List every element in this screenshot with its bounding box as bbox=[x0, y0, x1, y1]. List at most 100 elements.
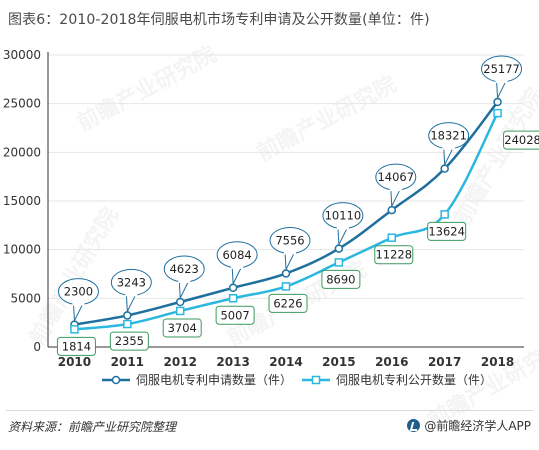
data-point-application bbox=[440, 164, 449, 173]
data-label-text: 18321 bbox=[430, 129, 467, 143]
callout-mask bbox=[495, 78, 508, 83]
data-label-application: 2300 bbox=[57, 278, 99, 323]
callout-tail bbox=[125, 293, 137, 314]
x-tick-label: 2014 bbox=[269, 355, 302, 369]
data-point-application bbox=[175, 297, 185, 307]
brand-mark: @前瞻经济学人APP bbox=[407, 417, 531, 434]
x-tick-label: 2013 bbox=[216, 355, 249, 369]
data-label-text: 24028 bbox=[504, 133, 539, 147]
data-labels: 2300 3243 4623 6084 7556 10110 14067 18321 25177… bbox=[56, 55, 539, 356]
data-label-application: 3243 bbox=[110, 268, 152, 314]
data-label-publication: 5007 bbox=[215, 305, 255, 325]
data-label-application: 7556 bbox=[269, 226, 311, 272]
label-box bbox=[321, 269, 361, 289]
series-line-application bbox=[74, 101, 499, 326]
callout-mask bbox=[389, 187, 402, 192]
callout-tail bbox=[231, 265, 243, 286]
data-label-publication: 3704 bbox=[162, 318, 202, 338]
data-label-application: 10110 bbox=[322, 202, 364, 247]
data-point-application bbox=[281, 269, 291, 278]
data-label-application: 14067 bbox=[375, 163, 417, 208]
x-axis-ticks: 2010 2011 2012 2013 2014 2015 2016 2017 2018 bbox=[58, 355, 515, 369]
data-label-publication: 6226 bbox=[268, 293, 308, 313]
data-point-publication bbox=[281, 282, 291, 291]
legend-label: 伺服电机专利申请数量（件） bbox=[136, 372, 292, 387]
source-note: 资料来源：前瞻产业研究院整理 bbox=[8, 420, 177, 434]
data-point-publication bbox=[334, 258, 344, 267]
data-label-text: 7556 bbox=[275, 233, 304, 247]
data-label-text: 10110 bbox=[325, 209, 362, 223]
data-label-text: 2300 bbox=[64, 285, 93, 299]
data-label-text: 13624 bbox=[428, 224, 465, 238]
data-label-application: 6084 bbox=[216, 241, 258, 286]
chart-title: 图表6：2010-2018年伺服电机市场专利申请及公开数量(单位：件) bbox=[8, 12, 430, 28]
x-tick-label: 2017 bbox=[428, 355, 461, 369]
y-tick-label: 30000 bbox=[3, 48, 41, 62]
callout-mask bbox=[336, 225, 349, 230]
y-tick-label: 25000 bbox=[3, 97, 41, 111]
label-box bbox=[503, 130, 539, 150]
callout-mask bbox=[178, 279, 191, 284]
data-label-publication: 13624 bbox=[427, 221, 467, 241]
y-tick-label: 0 bbox=[33, 340, 41, 354]
data-label-text: 11228 bbox=[375, 248, 412, 262]
data-label-text: 6084 bbox=[222, 248, 251, 262]
data-point-publication bbox=[175, 306, 185, 316]
data-label-application: 25177 bbox=[481, 55, 523, 100]
label-box bbox=[162, 318, 202, 338]
data-label-text: 25177 bbox=[483, 62, 520, 76]
x-tick-label: 2015 bbox=[322, 355, 355, 369]
callout-tail bbox=[178, 279, 190, 300]
data-point-publication bbox=[70, 325, 79, 334]
data-label-application: 18321 bbox=[428, 122, 470, 167]
data-point-application bbox=[387, 205, 397, 215]
y-axis-ticks: 0 5000 10000 15000 20000 25000 30000 bbox=[3, 48, 41, 354]
data-point-application bbox=[493, 97, 502, 107]
callout-tail bbox=[72, 302, 84, 323]
data-label-publication: 1814 bbox=[56, 336, 96, 356]
x-tick-label: 2018 bbox=[481, 355, 514, 369]
data-label-text: 4623 bbox=[170, 262, 199, 276]
data-label-text: 5007 bbox=[220, 308, 249, 322]
label-box bbox=[374, 245, 414, 265]
callout-mask bbox=[125, 292, 138, 297]
data-point-application bbox=[334, 244, 344, 253]
data-label-publication: 8690 bbox=[321, 269, 361, 289]
data-point-publication bbox=[228, 294, 238, 303]
data-point-application bbox=[123, 311, 132, 320]
label-box bbox=[215, 305, 255, 325]
callout-tail bbox=[443, 146, 455, 167]
data-label-text: 3704 bbox=[168, 321, 197, 335]
data-label-text: 6226 bbox=[273, 296, 302, 310]
data-point-publication bbox=[387, 233, 397, 242]
y-tick-label: 15000 bbox=[3, 194, 41, 208]
footer-divider bbox=[6, 410, 533, 411]
legend-item-application: 伺服电机专利申请数量（件） bbox=[102, 372, 292, 387]
label-box bbox=[109, 331, 149, 351]
data-label-publication: 2355 bbox=[109, 331, 149, 351]
callout-mask bbox=[231, 264, 244, 269]
x-tick-label: 2012 bbox=[164, 355, 197, 369]
data-label-text: 3243 bbox=[117, 275, 146, 289]
callout-tail bbox=[496, 79, 508, 100]
brand-text: @前瞻经济学人APP bbox=[424, 419, 531, 433]
brand-logo-icon bbox=[407, 419, 421, 432]
data-label-text: 2355 bbox=[115, 334, 144, 348]
series-layer bbox=[70, 97, 502, 334]
data-label-publication: 11228 bbox=[374, 245, 414, 265]
data-label-text: 8690 bbox=[326, 272, 355, 286]
legend-marker-circle bbox=[111, 375, 121, 385]
legend-marker-square bbox=[311, 375, 321, 385]
x-tick-label: 2011 bbox=[111, 355, 144, 369]
data-label-text: 14067 bbox=[377, 170, 414, 184]
data-point-publication bbox=[440, 210, 449, 219]
x-tick-label: 2016 bbox=[375, 355, 408, 369]
legend-label: 伺服电机专利公开数量（件） bbox=[336, 372, 492, 387]
legend: 伺服电机专利申请数量（件） 伺服电机专利公开数量（件） bbox=[102, 372, 492, 387]
data-label-publication: 24028 bbox=[503, 130, 539, 150]
data-point-application bbox=[228, 283, 238, 293]
x-tick-label: 2010 bbox=[58, 355, 91, 369]
callout-tail bbox=[390, 187, 402, 208]
label-box bbox=[268, 293, 308, 313]
